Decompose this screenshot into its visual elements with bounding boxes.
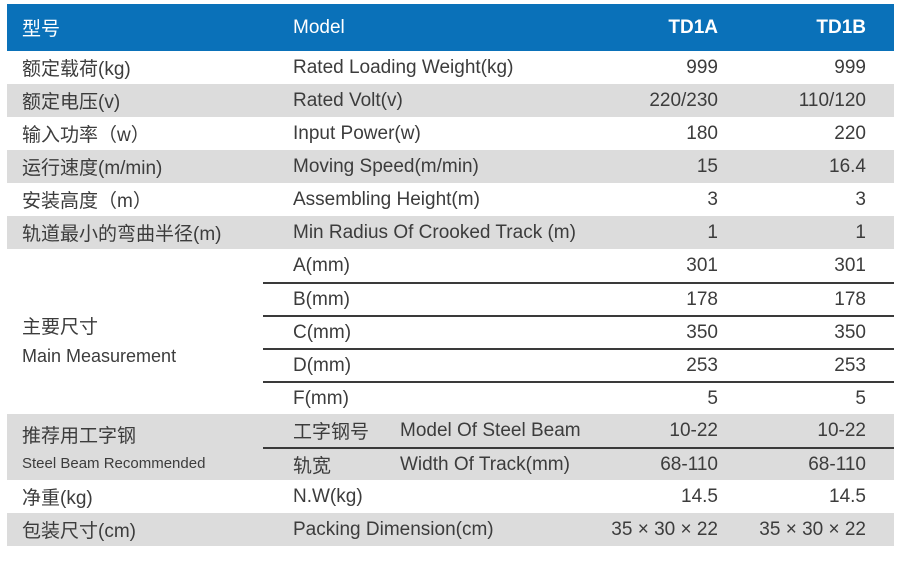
- value-td1b: 301: [834, 254, 866, 276]
- table-row-input-power: 输入功率（w） Input Power(w) 180 220: [7, 117, 894, 150]
- row-label-cn: 输入功率（w）: [22, 125, 150, 146]
- table-row-dim-b: B(mm) 178 178: [263, 282, 894, 315]
- row-label-cn: 额定载荷(kg): [22, 59, 131, 80]
- value-td1b: 10-22: [817, 419, 866, 441]
- row-label-cn: 安装高度（m）: [22, 191, 152, 212]
- value-td1b: 16.4: [829, 155, 866, 177]
- value-td1b: 3: [855, 188, 866, 210]
- value-td1b: 1: [855, 221, 866, 243]
- table-row-rated-volt: 额定电压(v) Rated Volt(v) 220/230 110/120: [7, 84, 894, 117]
- value-td1a: 301: [686, 254, 718, 276]
- row-label-en: Model Of Steel Beam: [400, 419, 581, 441]
- row-label-en: Input Power(w): [293, 122, 421, 144]
- value-td1a: 220/230: [649, 89, 718, 111]
- row-label-cn: 额定电压(v): [22, 92, 121, 113]
- value-td1b: 178: [834, 288, 866, 310]
- value-td1b: 5: [855, 387, 866, 409]
- value-td1b: 350: [834, 321, 866, 343]
- value-td1a: 180: [686, 122, 718, 144]
- table-row-dim-f: F(mm) 5 5: [263, 381, 894, 414]
- row-label-en: Width Of Track(mm): [400, 453, 570, 475]
- row-label-en: N.W(kg): [293, 485, 363, 507]
- table-row-dim-d: D(mm) 253 253: [263, 348, 894, 381]
- product-spec-table: 型号 Model TD1A TD1B 额定载荷(kg) Rated Loadin…: [7, 4, 894, 546]
- header-model-cn: 型号: [22, 19, 61, 40]
- row-label-en: Rated Volt(v): [293, 89, 403, 111]
- row-label-en: Moving Speed(m/min): [293, 155, 479, 177]
- row-label-en: B(mm): [293, 288, 350, 310]
- header-model-en: Model: [293, 16, 345, 38]
- header-td1a: TD1A: [668, 16, 718, 38]
- value-td1a: 68-110: [660, 453, 718, 475]
- value-td1a: 10-22: [669, 419, 718, 441]
- table-row-rated-load: 额定载荷(kg) Rated Loading Weight(kg) 999 99…: [7, 51, 894, 84]
- group-label-steel-beam: 推荐用工字钢 Steel Beam Recommended: [7, 414, 263, 480]
- row-label-en: C(mm): [293, 321, 352, 343]
- group-label-cn: 推荐用工字钢: [22, 426, 137, 447]
- value-td1a: 999: [686, 56, 718, 78]
- row-label-cn: 包装尺寸(cm): [22, 521, 136, 542]
- row-label-en: Min Radius Of Crooked Track (m): [293, 221, 576, 243]
- table-group-steel-beam: 推荐用工字钢 Steel Beam Recommended 工字钢号 Model…: [7, 414, 894, 480]
- row-label-en: Assembling Height(m): [293, 188, 480, 210]
- value-td1b: 220: [834, 122, 866, 144]
- table-row-dim-c: C(mm) 350 350: [263, 315, 894, 348]
- value-td1a: 14.5: [681, 485, 718, 507]
- value-td1b: 253: [834, 354, 866, 376]
- table-row-track-width: 轨宽 Width Of Track(mm) 68-110 68-110: [263, 447, 894, 480]
- group-label-cn: 主要尺寸: [22, 316, 99, 338]
- row-label-cn: 工字钢号: [293, 422, 370, 443]
- value-td1a: 350: [686, 321, 718, 343]
- value-td1b: 110/120: [798, 89, 866, 111]
- value-td1a: 3: [707, 188, 718, 210]
- table-header: 型号 Model TD1A TD1B: [7, 4, 894, 51]
- table-row-packing-dimension: 包装尺寸(cm) Packing Dimension(cm) 35 × 30 ×…: [7, 513, 894, 546]
- value-td1a: 15: [696, 155, 718, 177]
- group-label-en: Main Measurement: [22, 345, 177, 366]
- value-td1b: 68-110: [808, 453, 866, 475]
- value-td1b: 14.5: [829, 485, 866, 507]
- row-label-en: F(mm): [293, 387, 349, 409]
- row-label-cn: 运行速度(m/min): [22, 158, 163, 179]
- table-row-steel-beam-model: 工字钢号 Model Of Steel Beam 10-22 10-22: [263, 414, 894, 447]
- value-td1a: 178: [686, 288, 718, 310]
- value-td1b: 35 × 30 × 22: [759, 518, 866, 540]
- row-label-cn: 轨道最小的弯曲半径(m): [22, 224, 222, 245]
- value-td1a: 1: [707, 221, 718, 243]
- table-row-net-weight: 净重(kg) N.W(kg) 14.5 14.5: [7, 480, 894, 513]
- table-row-dim-a: A(mm) 301 301: [263, 249, 894, 282]
- table-row-moving-speed: 运行速度(m/min) Moving Speed(m/min) 15 16.4: [7, 150, 894, 183]
- group-rows: 工字钢号 Model Of Steel Beam 10-22 10-22 轨宽 …: [263, 414, 894, 480]
- group-label-main-measurement: 主要尺寸 Main Measurement: [7, 249, 263, 414]
- table-row-assembling-height: 安装高度（m） Assembling Height(m) 3 3: [7, 183, 894, 216]
- row-label-cn: 净重(kg): [22, 488, 93, 509]
- row-label-en: Rated Loading Weight(kg): [293, 56, 514, 78]
- value-td1a: 5: [707, 387, 718, 409]
- row-label-cn: 轨宽: [293, 456, 332, 477]
- table-group-main-measurement: 主要尺寸 Main Measurement A(mm) 301 301 B(mm…: [7, 249, 894, 414]
- value-td1a: 253: [686, 354, 718, 376]
- value-td1b: 999: [834, 56, 866, 78]
- value-td1a: 35 × 30 × 22: [611, 518, 718, 540]
- header-td1b: TD1B: [816, 16, 866, 38]
- group-label-en: Steel Beam Recommended: [22, 455, 206, 472]
- row-label-en: D(mm): [293, 354, 352, 376]
- row-label-en: Packing Dimension(cm): [293, 518, 494, 540]
- table-row-min-radius: 轨道最小的弯曲半径(m) Min Radius Of Crooked Track…: [7, 216, 894, 249]
- group-rows: A(mm) 301 301 B(mm) 178 178 C(mm) 350 35…: [263, 249, 894, 414]
- row-label-en: A(mm): [293, 254, 350, 276]
